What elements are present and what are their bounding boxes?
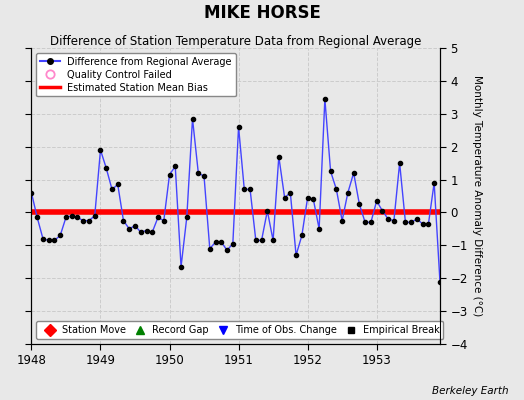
Legend: Station Move, Record Gap, Time of Obs. Change, Empirical Break: Station Move, Record Gap, Time of Obs. C… xyxy=(36,321,443,339)
Title: Difference of Station Temperature Data from Regional Average: Difference of Station Temperature Data f… xyxy=(50,35,421,48)
Y-axis label: Monthly Temperature Anomaly Difference (°C): Monthly Temperature Anomaly Difference (… xyxy=(472,75,482,317)
Text: Berkeley Earth: Berkeley Earth xyxy=(432,386,508,396)
Text: MIKE HORSE: MIKE HORSE xyxy=(203,4,321,22)
